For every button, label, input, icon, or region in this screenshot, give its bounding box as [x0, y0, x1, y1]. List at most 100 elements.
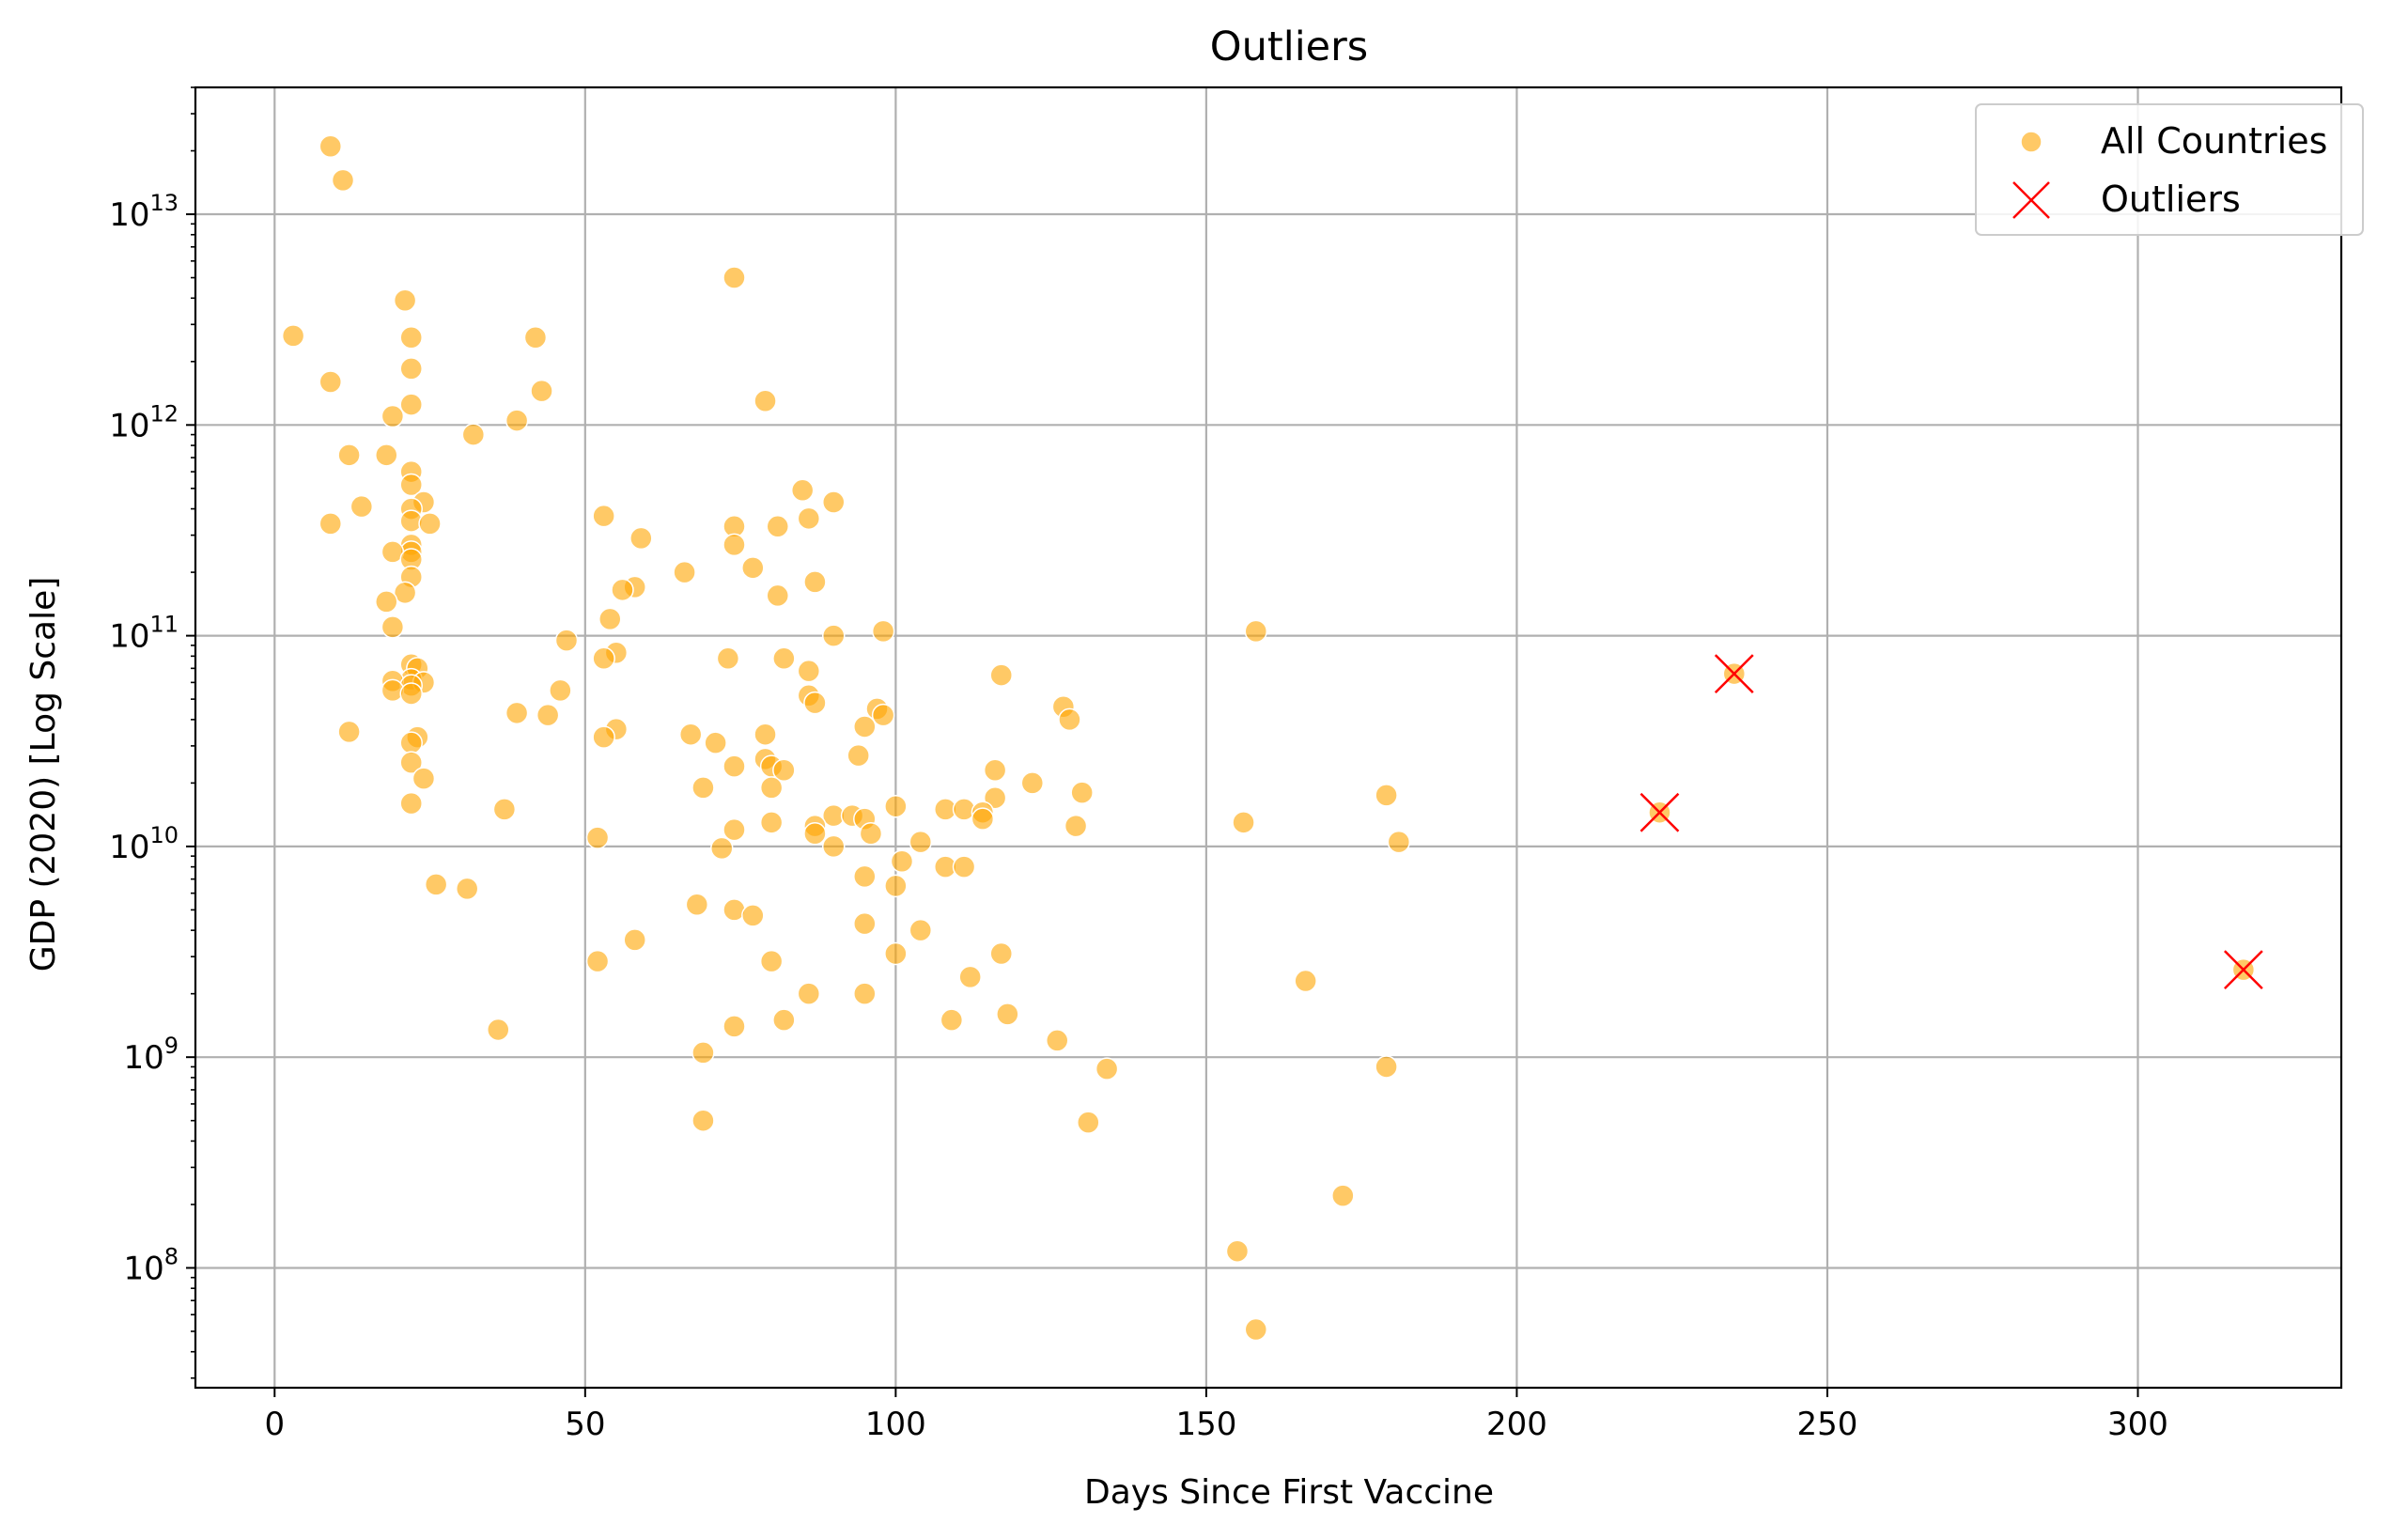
- data-point-all-countries: [958, 965, 982, 989]
- plot-frame: [194, 86, 2343, 1390]
- y-tick-label: 109: [123, 1033, 179, 1077]
- data-point-all-countries: [952, 855, 976, 878]
- data-point-all-countries: [871, 703, 895, 727]
- data-point-all-countries: [399, 791, 423, 816]
- data-point-all-countries: [1375, 784, 1398, 807]
- data-point-all-countries: [1387, 830, 1411, 854]
- data-point-all-countries: [753, 723, 777, 746]
- data-point-outlier: [1714, 654, 1754, 693]
- data-point-all-countries: [989, 663, 1013, 687]
- data-point-all-countries: [399, 751, 423, 774]
- data-point-all-countries: [318, 134, 343, 159]
- x-tick-labels: 0 50 100 150 200 250 300: [264, 1406, 2167, 1443]
- data-point-all-countries: [983, 758, 1007, 783]
- data-point-all-countries: [1070, 781, 1094, 804]
- data-point-all-countries: [461, 423, 486, 446]
- data-point-all-countries: [381, 615, 405, 639]
- data-point-all-countries: [331, 168, 355, 193]
- data-point-all-countries: [1294, 969, 1317, 993]
- data-point-all-countries: [623, 928, 646, 952]
- data-point-all-countries: [337, 720, 361, 744]
- data-point-all-countries: [759, 776, 784, 800]
- x-tick-label: 300: [2107, 1406, 2168, 1443]
- data-point-all-countries: [859, 822, 883, 846]
- data-point-all-countries: [691, 1109, 715, 1132]
- x-tick-label: 0: [264, 1406, 285, 1443]
- data-point-all-countries: [1244, 619, 1268, 644]
- data-point-all-countries: [685, 893, 709, 916]
- data-point-all-countries: [853, 864, 877, 889]
- data-point-all-countries: [592, 646, 615, 671]
- data-point-all-countries: [399, 682, 423, 706]
- data-point-all-countries: [585, 826, 610, 849]
- x-axis-label: Days Since First Vaccine: [1084, 1473, 1494, 1512]
- data-point-all-countries: [375, 590, 398, 614]
- data-point-all-countries: [487, 1018, 510, 1042]
- data-point-all-countries: [1020, 771, 1045, 795]
- data-point-all-countries: [536, 703, 560, 727]
- data-point-all-countries: [853, 715, 877, 738]
- data-point-all-countries: [350, 494, 374, 519]
- data-point-all-countries: [790, 478, 815, 503]
- data-point-all-countries: [1331, 1184, 1355, 1207]
- data-point-all-countries: [803, 691, 827, 715]
- y-tick-label: 108: [123, 1243, 179, 1287]
- data-point-all-countries: [983, 785, 1007, 810]
- data-point-all-countries: [822, 624, 846, 647]
- data-point-all-countries: [399, 393, 423, 416]
- data-point-all-countries: [611, 578, 634, 602]
- data-point-all-countries: [797, 659, 821, 683]
- data-point-all-countries: [710, 836, 734, 861]
- data-point-all-countries: [722, 1015, 746, 1038]
- data-point-all-countries: [884, 874, 908, 898]
- data-point-all-countries: [393, 288, 417, 313]
- data-point-all-countries: [337, 443, 361, 467]
- legend: All Countries Outliers: [1975, 103, 2364, 236]
- data-point-all-countries: [554, 629, 579, 652]
- data-point-all-countries: [822, 490, 846, 514]
- chart-title: Outliers: [1210, 23, 1368, 70]
- data-point-all-countries: [673, 560, 696, 584]
- data-point-all-countries: [853, 911, 877, 936]
- data-point-all-countries: [722, 266, 746, 289]
- data-point-all-countries: [741, 556, 765, 580]
- data-point-all-countries: [399, 731, 423, 754]
- data-point-all-countries: [971, 807, 995, 831]
- series-all-countries: [281, 134, 1411, 1342]
- data-point-all-countries: [399, 325, 423, 350]
- data-point-all-countries: [598, 607, 622, 631]
- major-ticks: [186, 213, 2139, 1397]
- data-point-all-countries: [530, 379, 553, 403]
- data-point-all-countries: [716, 646, 740, 671]
- y-tick-label: 1012: [109, 400, 179, 444]
- data-point-all-countries: [772, 758, 796, 783]
- data-point-all-countries: [418, 512, 442, 536]
- data-point-all-countries: [871, 619, 895, 644]
- data-point-all-countries: [803, 570, 827, 594]
- data-point-all-countries: [393, 581, 417, 605]
- data-point-all-countries: [375, 443, 398, 467]
- data-point-all-countries: [381, 678, 405, 703]
- data-point-all-countries: [772, 1008, 796, 1032]
- data-point-all-countries: [318, 370, 343, 394]
- data-point-all-countries: [766, 583, 790, 608]
- legend-label-outliers: Outliers: [2101, 179, 2241, 220]
- data-point-all-countries: [847, 743, 870, 768]
- x-tick-label: 200: [1486, 1406, 1547, 1443]
- data-point-all-countries: [492, 798, 517, 821]
- data-point-all-countries: [722, 817, 746, 842]
- data-point-all-countries: [759, 949, 784, 973]
- y-tick-label: 1010: [109, 822, 179, 866]
- data-point-all-countries: [505, 701, 529, 725]
- data-point-all-countries: [884, 794, 908, 818]
- x-tick-label: 250: [1797, 1406, 1858, 1443]
- data-point-all-countries: [759, 811, 784, 834]
- data-point-all-countries: [909, 918, 933, 942]
- legend-box: [1975, 103, 2364, 236]
- data-point-all-countries: [772, 646, 796, 671]
- series-outliers: [1639, 654, 2263, 989]
- data-point-all-countries: [592, 725, 615, 749]
- data-point-all-countries: [399, 357, 423, 381]
- data-point-all-countries: [803, 822, 827, 846]
